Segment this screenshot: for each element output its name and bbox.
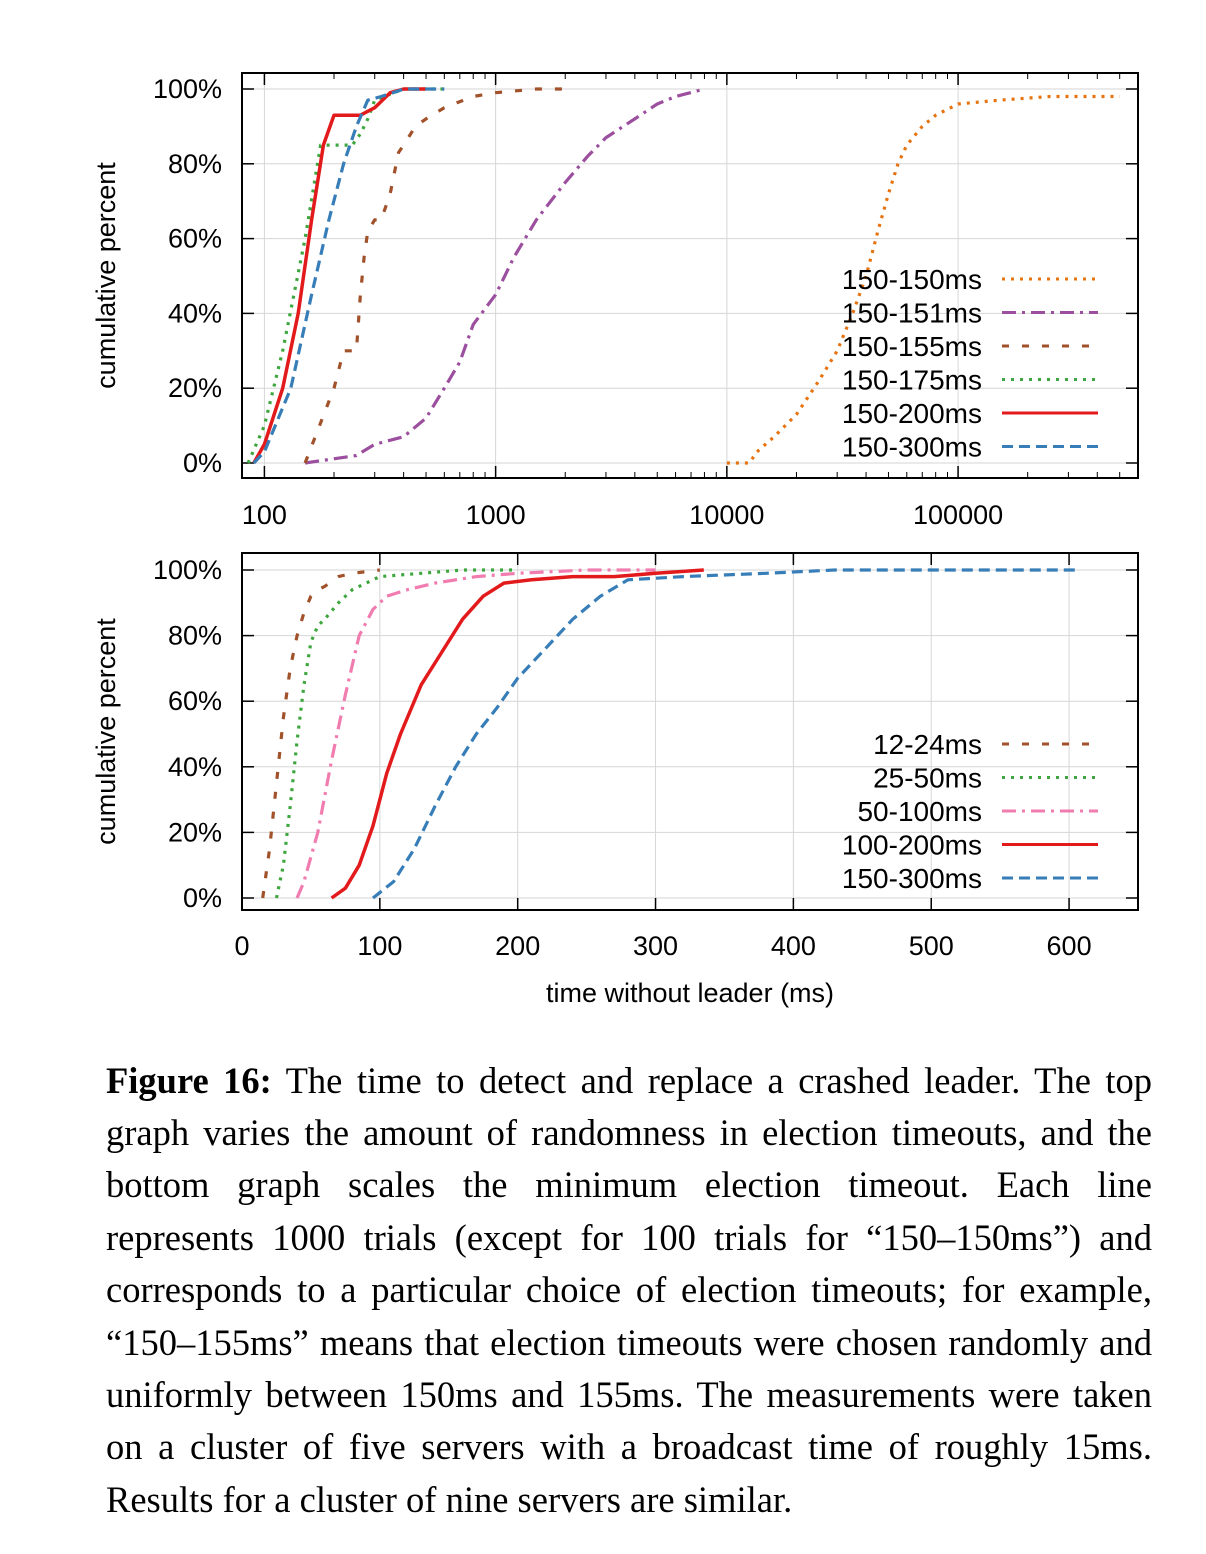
legend-label-50-100ms: 50-100ms <box>857 796 982 827</box>
grid-lines <box>241 553 1138 910</box>
y-tick-label: 60% <box>168 224 222 254</box>
series-line-12-24ms <box>261 568 380 899</box>
legend-label-150-155ms: 150-155ms <box>842 331 982 362</box>
legend-label-150-300ms: 150-300ms <box>842 432 982 463</box>
y-tick-label: 80% <box>168 621 222 651</box>
series-line-50-100ms <box>295 568 656 899</box>
legend-label-100-200ms: 100-200ms <box>842 830 982 861</box>
y-axis-title: cumulative percent <box>91 162 121 389</box>
y-tick-label: 100% <box>153 74 222 104</box>
x-tick-label: 100 <box>357 931 402 961</box>
series-line-150-151ms <box>304 87 705 465</box>
x-tick-label: 300 <box>633 931 678 961</box>
series-line-150-175ms <box>246 87 445 464</box>
series-line-150-200ms <box>252 87 426 464</box>
legend-label-12-24ms: 12-24ms <box>873 729 982 760</box>
figure: 0% 20% 40% 60% 80% 100% 100 1000 10000 100000 cumu… <box>91 72 1139 1008</box>
series-line-150-150ms <box>726 94 1120 465</box>
legend-label-150-150ms: 150-150ms <box>842 264 982 295</box>
charts-svg: 0%20%40%60%80%100%100 1000 10000 100000cumu… <box>91 72 1139 1008</box>
grid-lines <box>242 73 1138 478</box>
y-tick-label: 80% <box>168 149 222 179</box>
x-tick-label: 500 <box>909 931 954 961</box>
x-tick-label: 0 <box>234 931 249 961</box>
legend-label-150-175ms: 150-175ms <box>842 365 982 396</box>
plot-frame <box>241 552 1139 911</box>
x-tick-label: 100000 <box>913 500 1003 530</box>
series-line-25-50ms <box>274 568 518 899</box>
y-tick-label: 0% <box>183 448 222 478</box>
x-tick-label: 1000 <box>466 500 526 530</box>
x-tick-label: 10000 <box>689 500 764 530</box>
caption-text: The time to detect and replace a crashed… <box>106 1059 1152 1520</box>
figure-caption: Figure 16: The time to detect and replac… <box>106 1055 1152 1527</box>
chart-2: 0% 20% 40% 60% 80% 100% 0 100 200 300 400 500 600 cum… <box>91 552 1139 1008</box>
legend-label-150-200ms: 150-200ms <box>842 398 982 429</box>
y-tick-label: 60% <box>168 686 222 716</box>
y-tick-label: 0% <box>183 883 222 913</box>
legend-label-150-300ms: 150-300ms <box>842 863 982 894</box>
legend-label-25-50ms: 25-50ms <box>873 763 982 794</box>
y-tick-label: 100% <box>153 555 222 585</box>
plot-frame <box>241 72 1139 479</box>
series-line-100-200ms <box>330 568 704 900</box>
series-line-150-300ms <box>252 87 445 465</box>
legend: 150-150ms150-151ms150-155ms150-175ms150-… <box>842 264 1098 463</box>
caption-label: Figure 16: <box>106 1059 272 1101</box>
y-tick-label: 20% <box>168 817 222 847</box>
y-tick-label: 40% <box>168 752 222 782</box>
x-tick-label: 200 <box>495 931 540 961</box>
x-tick-label: 400 <box>771 931 816 961</box>
y-tick-label: 40% <box>168 298 222 328</box>
legend-label-150-151ms: 150-151ms <box>842 298 982 329</box>
x-tick-label: 600 <box>1047 931 1092 961</box>
x-tick-label: 100 <box>242 500 287 530</box>
x-axis-title: time without leader (ms) <box>546 978 834 1008</box>
y-tick-label: 20% <box>168 373 222 403</box>
series-line-150-155ms <box>303 87 566 464</box>
y-axis-title: cumulative percent <box>91 618 121 845</box>
chart-1: 0% 20% 40% 60% 80% 100% 100 1000 10000 100000 cumu… <box>91 72 1139 530</box>
